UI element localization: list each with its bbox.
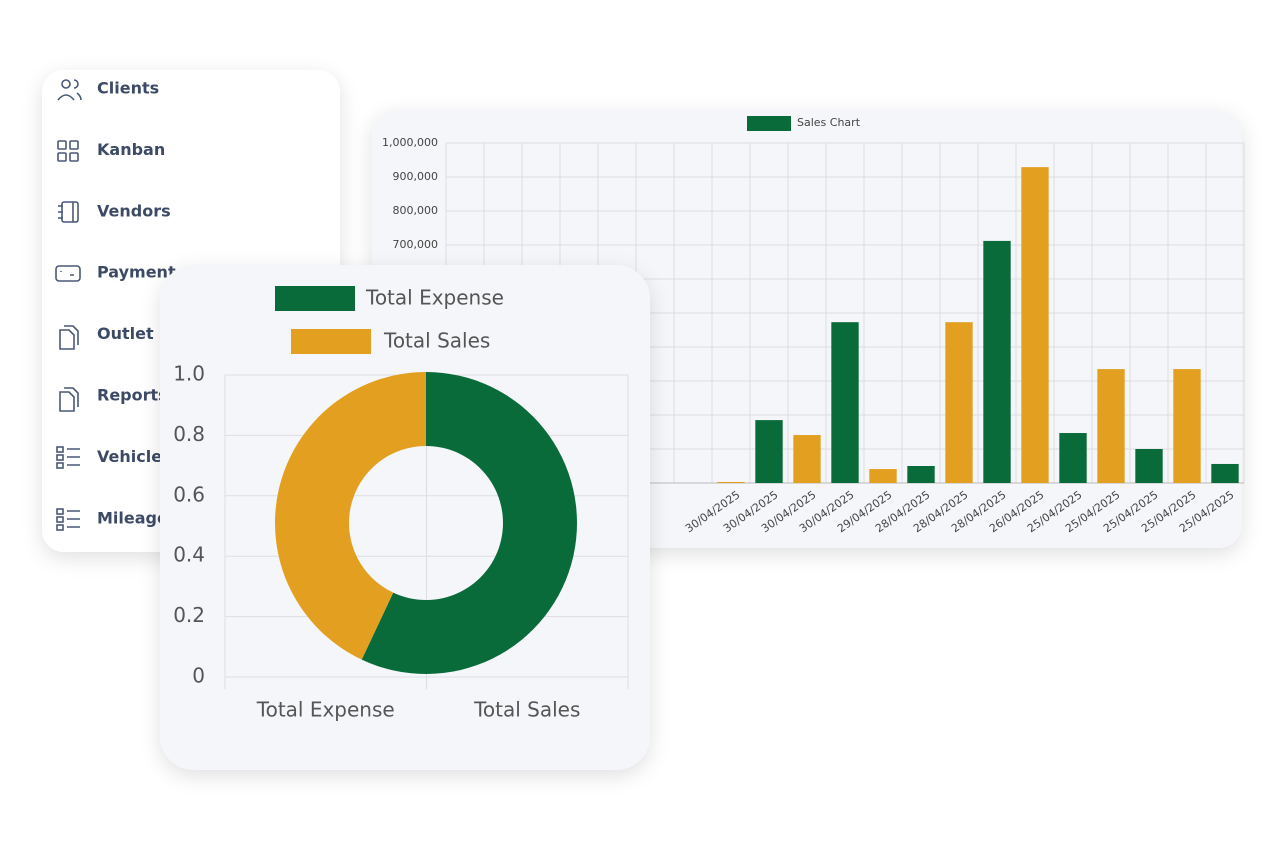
menu-item[interactable]: Reports (97, 386, 168, 405)
y-tick-label: 0.6 (173, 482, 205, 506)
y-tick-label: 1,000,000 (382, 136, 438, 149)
doughnut-slice (361, 372, 577, 674)
y-tick-label: 0.4 (173, 543, 205, 567)
legend-swatch (747, 116, 791, 131)
menu-item[interactable]: Clients (97, 79, 159, 98)
bar (945, 322, 973, 483)
menu-icons (55, 79, 82, 531)
y-tick-label: 0 (192, 664, 205, 688)
bar (717, 481, 745, 483)
y-tick-label: 800,000 (393, 204, 439, 217)
menu-item[interactable]: Outlet (97, 324, 154, 343)
bar (831, 322, 859, 483)
bar (755, 420, 783, 483)
bar (793, 435, 821, 483)
menu-item[interactable]: Kanban (97, 140, 165, 159)
legend-swatch (291, 329, 371, 354)
legend-label: Total Expense (365, 286, 504, 310)
y-tick-label: 0.8 (173, 422, 205, 446)
doughnut-card: 0 0.2 0.4 0.6 0.8 1.0 Total Expense Total Expen… (160, 265, 650, 770)
x-tick-label: Total Expense (256, 698, 395, 722)
y-tick-label: 0.2 (173, 603, 205, 627)
bar (983, 240, 1011, 483)
menu-item[interactable]: Mileage (97, 508, 168, 527)
bar (1211, 463, 1239, 483)
bar (1021, 167, 1049, 483)
legend-label: Total Sales (383, 329, 490, 353)
menu-item[interactable]: Payment (97, 263, 176, 282)
menu-item[interactable]: Vendors (97, 201, 171, 220)
bar (869, 469, 897, 483)
doughnut-slice (274, 372, 426, 660)
bar-card: 0100,000200,000300,000400,000500,000600,… (372, 110, 1245, 548)
bar (1097, 369, 1125, 483)
bar (1135, 449, 1163, 483)
menu-item[interactable]: Vehicle (97, 447, 162, 466)
bar (1059, 433, 1087, 483)
legend-swatch (275, 286, 355, 311)
bar (907, 466, 935, 483)
y-tick-label: 700,000 (393, 238, 439, 251)
bar (1173, 369, 1201, 483)
doughnut-card-bg (160, 265, 650, 770)
x-tick-label: Total Sales (473, 698, 580, 722)
y-tick-label: 900,000 (393, 170, 439, 183)
legend-label: Sales Chart (797, 116, 861, 129)
y-tick-label: 1.0 (173, 362, 205, 386)
